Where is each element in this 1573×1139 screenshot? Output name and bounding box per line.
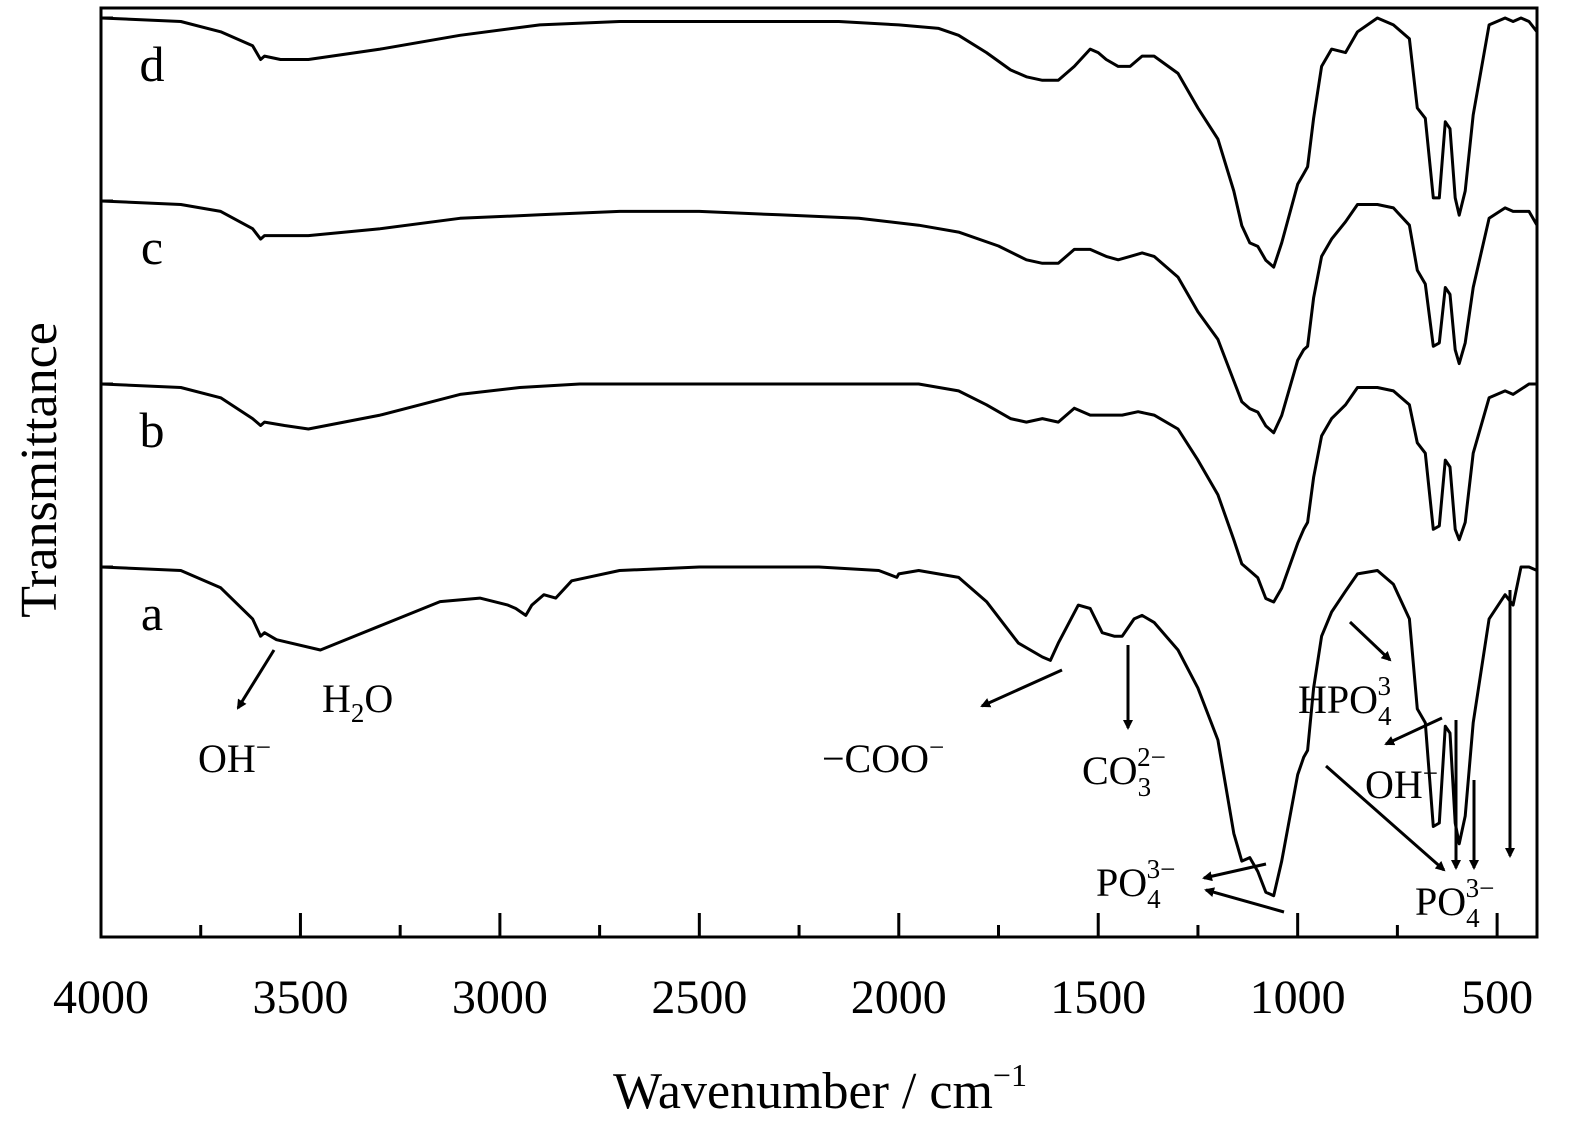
series-label-c: c xyxy=(141,219,163,275)
x-tick-label: 2000 xyxy=(851,971,947,1024)
x-tick-label: 2500 xyxy=(651,971,747,1024)
annotation-oh-630: OH− xyxy=(1365,758,1438,807)
x-tick-label: 1000 xyxy=(1250,971,1346,1024)
series-label-b: b xyxy=(140,402,165,458)
x-tick-label: 500 xyxy=(1461,971,1533,1024)
x-axis-ticks: 4000 3500 3000 2500 2000 1500 1000 500 xyxy=(53,913,1533,1024)
y-axis-ticks xyxy=(101,16,113,569)
series-line-b xyxy=(100,382,1537,604)
series-label-a: a xyxy=(141,585,163,641)
x-tick-label: 1500 xyxy=(1050,971,1146,1024)
x-tick-label: 3000 xyxy=(452,971,548,1024)
annotation-po4-left: PO43− xyxy=(1096,854,1175,914)
oh-arrow xyxy=(236,649,276,710)
y-axis-title: Transmittance xyxy=(11,322,68,618)
po4-arrow-1 xyxy=(1202,862,1267,882)
series-line-d xyxy=(100,16,1539,269)
annotation-co3: CO32− xyxy=(1082,742,1166,802)
series-line-c xyxy=(100,199,1539,435)
series-label-d: d xyxy=(140,36,165,92)
coo-arrow xyxy=(980,668,1063,708)
annotation-oh-3600: OH− xyxy=(198,732,271,781)
series-labels: a b c d xyxy=(140,36,165,641)
po4-right-arrow-diag xyxy=(1325,764,1446,872)
annotation-po4-right: PO43− xyxy=(1415,873,1494,933)
hpo4-arrow xyxy=(1348,620,1392,662)
plot-frame xyxy=(99,6,1539,939)
annotation-h2o: H2O xyxy=(322,676,393,728)
x-axis-title: Wavenumber / cm−1 xyxy=(613,1057,1027,1120)
annotation-hpo4: HPO43 xyxy=(1298,671,1392,731)
x-tick-label: 4000 xyxy=(53,971,149,1024)
oh-630-arrow xyxy=(1384,716,1443,746)
annotations: OH− H2O −COO− CO32− HPO43 OH− PO43− PO43… xyxy=(198,590,1515,933)
spectra-series xyxy=(100,16,1539,898)
po4-arrow-2 xyxy=(1204,887,1285,914)
annotation-coo: −COO− xyxy=(822,732,944,781)
series-line-a xyxy=(100,565,1538,898)
x-tick-label: 3500 xyxy=(252,971,348,1024)
